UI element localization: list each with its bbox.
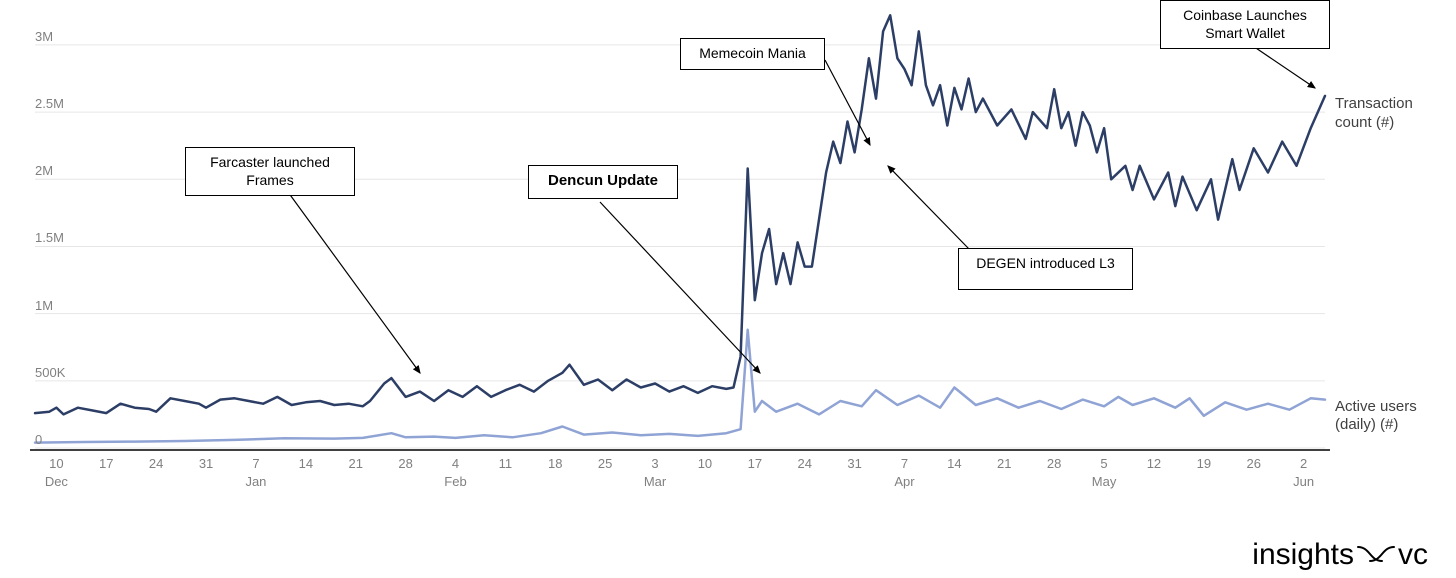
x-tick-label: 2	[1300, 456, 1307, 471]
x-tick-label: 12	[1147, 456, 1161, 471]
x-month-label: Feb	[444, 474, 466, 489]
x-month-label: May	[1092, 474, 1117, 489]
y-tick-label: 3M	[35, 29, 53, 44]
x-tick-label: 18	[548, 456, 562, 471]
annotation-box: DEGEN introduced L3	[958, 248, 1133, 290]
y-tick-label: 2.5M	[35, 96, 64, 111]
logo-glyph-icon	[1356, 541, 1396, 569]
y-tick-label: 500K	[35, 365, 65, 380]
y-tick-label: 0	[35, 432, 42, 447]
x-tick-label: 10	[49, 456, 63, 471]
x-tick-label: 3	[651, 456, 658, 471]
x-tick-label: 24	[149, 456, 163, 471]
series-label: Transaction count (#)	[1335, 95, 1445, 133]
x-tick-label: 17	[99, 456, 113, 471]
annotation-box: Coinbase Launches Smart Wallet	[1160, 0, 1330, 49]
x-month-label: Jun	[1293, 474, 1314, 489]
brand-logo: insights vc	[1252, 538, 1428, 572]
logo-text-right: vc	[1398, 538, 1428, 572]
x-tick-label: 26	[1246, 456, 1260, 471]
x-tick-label: 7	[901, 456, 908, 471]
x-tick-label: 7	[252, 456, 259, 471]
x-tick-label: 17	[748, 456, 762, 471]
logo-text-left: insights	[1252, 538, 1354, 572]
annotation-box: Dencun Update	[528, 165, 678, 199]
x-month-label: Dec	[45, 474, 68, 489]
y-tick-label: 1.5M	[35, 230, 64, 245]
y-tick-label: 1M	[35, 298, 53, 313]
annotation-box: Memecoin Mania	[680, 38, 825, 70]
x-tick-label: 4	[452, 456, 459, 471]
x-tick-label: 14	[947, 456, 961, 471]
x-tick-label: 25	[598, 456, 612, 471]
x-tick-label: 5	[1100, 456, 1107, 471]
x-month-label: Apr	[894, 474, 914, 489]
annotation-box: Farcaster launched Frames	[185, 147, 355, 196]
x-tick-label: 14	[299, 456, 313, 471]
series-label: Active users (daily) (#)	[1335, 398, 1445, 436]
x-month-label: Jan	[245, 474, 266, 489]
x-month-label: Mar	[644, 474, 666, 489]
x-tick-label: 31	[847, 456, 861, 471]
x-tick-label: 24	[797, 456, 811, 471]
x-tick-label: 11	[499, 456, 513, 471]
x-tick-label: 31	[199, 456, 213, 471]
x-tick-label: 28	[398, 456, 412, 471]
y-tick-label: 2M	[35, 163, 53, 178]
x-tick-label: 28	[1047, 456, 1061, 471]
chart-svg	[0, 0, 1456, 578]
x-tick-label: 19	[1197, 456, 1211, 471]
x-tick-label: 10	[698, 456, 712, 471]
chart-container: 0500K1M1.5M2M2.5M3M101724317142128411182…	[0, 0, 1456, 578]
x-tick-label: 21	[348, 456, 362, 471]
x-tick-label: 21	[997, 456, 1011, 471]
